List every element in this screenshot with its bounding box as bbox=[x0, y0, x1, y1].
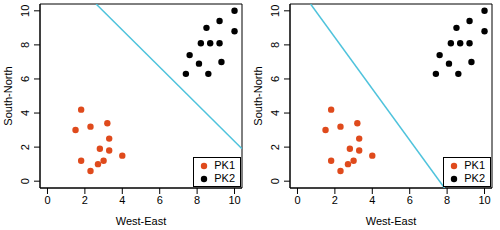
svg-text:10: 10 bbox=[19, 5, 31, 17]
svg-text:10: 10 bbox=[228, 194, 240, 206]
html-text:PK2: PK2 bbox=[214, 172, 235, 184]
svg-text:4: 4 bbox=[369, 194, 375, 206]
svg-text:0: 0 bbox=[44, 194, 50, 206]
svg-text:4: 4 bbox=[269, 110, 281, 116]
svg-text:0: 0 bbox=[19, 178, 31, 184]
svg-text:South-North: South-North bbox=[252, 66, 264, 125]
svg-text:6: 6 bbox=[269, 76, 281, 82]
svg-text:West-East: West-East bbox=[116, 215, 167, 227]
svg-text:4: 4 bbox=[119, 194, 125, 206]
svg-text:2: 2 bbox=[269, 144, 281, 150]
svg-text:4: 4 bbox=[19, 110, 31, 116]
svg-text:8: 8 bbox=[194, 194, 200, 206]
svg-text:West-East: West-East bbox=[366, 215, 417, 227]
svg-text:2: 2 bbox=[332, 194, 338, 206]
svg-text:10: 10 bbox=[269, 5, 281, 17]
svg-text:8: 8 bbox=[19, 42, 31, 48]
html-text:PK2: PK2 bbox=[464, 172, 485, 184]
svg-text:6: 6 bbox=[19, 76, 31, 82]
svg-text:2: 2 bbox=[19, 144, 31, 150]
html-text:PK1: PK1 bbox=[214, 159, 235, 171]
svg-text:0: 0 bbox=[294, 194, 300, 206]
svg-text:6: 6 bbox=[157, 194, 163, 206]
svg-text:10: 10 bbox=[478, 194, 490, 206]
svg-text:South-North: South-North bbox=[8, 66, 14, 125]
svg-text:8: 8 bbox=[444, 194, 450, 206]
svg-text:6: 6 bbox=[407, 194, 413, 206]
html-text:PK1: PK1 bbox=[464, 159, 485, 171]
svg-text:8: 8 bbox=[269, 42, 281, 48]
svg-text:2: 2 bbox=[82, 194, 88, 206]
svg-text:0: 0 bbox=[269, 178, 281, 184]
